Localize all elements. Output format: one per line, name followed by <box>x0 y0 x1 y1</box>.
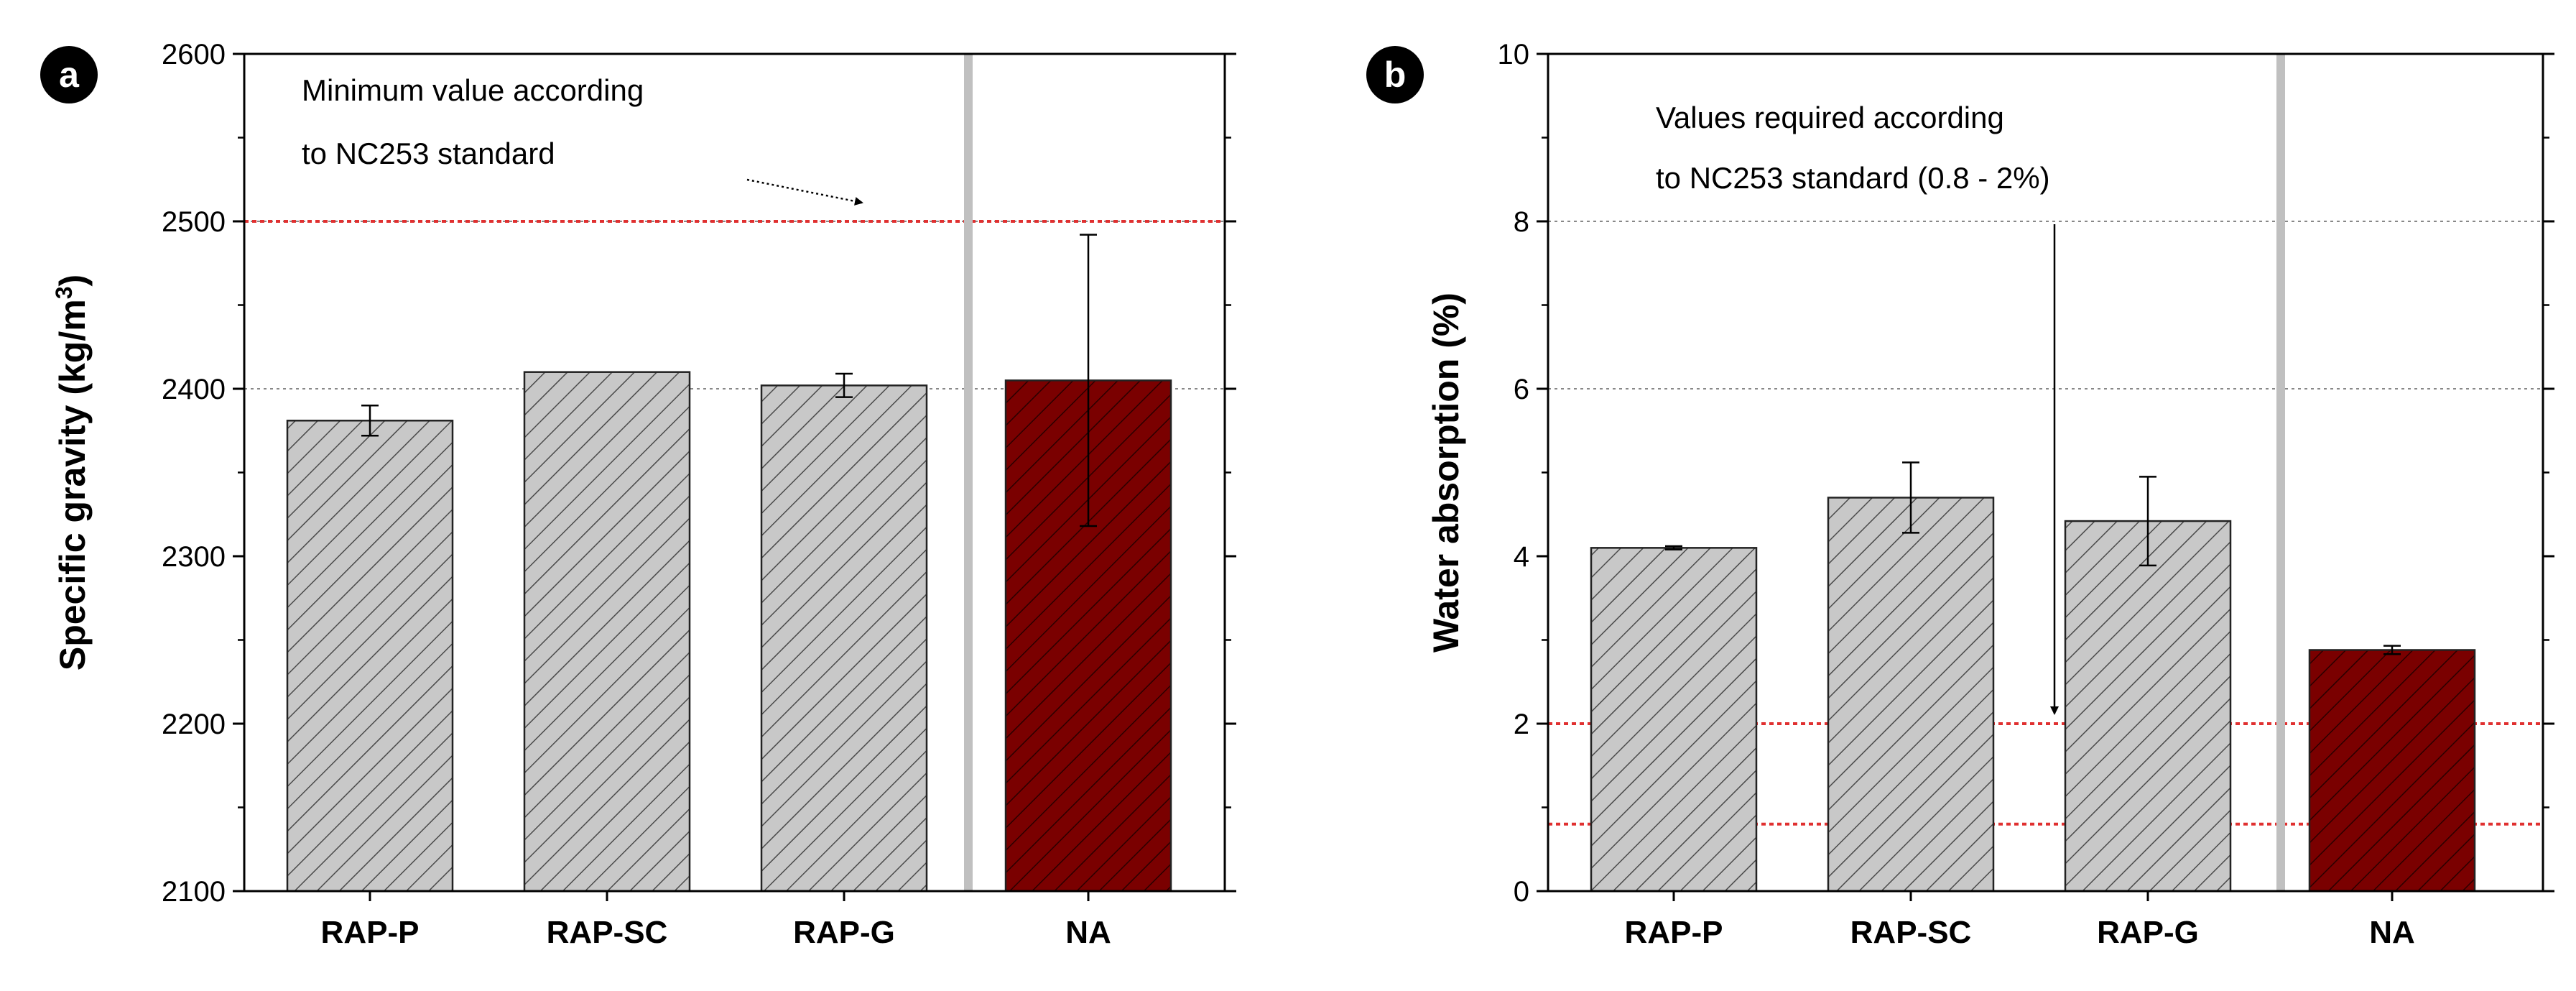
y-tick-label: 2 <box>1514 709 1529 740</box>
panel-a-gridlines <box>244 221 1225 390</box>
panel-a-badge-label: a <box>59 55 80 95</box>
panel-a-bars <box>286 371 1172 893</box>
bar-hatch <box>2308 649 2476 893</box>
panel-b-error-bars <box>1665 461 2401 655</box>
y-tick-label: 6 <box>1514 374 1529 405</box>
bar-hatch <box>1590 547 1758 893</box>
error-bar <box>2383 645 2401 655</box>
x-tick-label: RAP-SC <box>547 915 668 950</box>
panel-b-annotation: Values required according to NC253 stand… <box>1656 101 2059 715</box>
y-tick-label: 2500 <box>162 206 226 238</box>
bar-na <box>2308 649 2476 893</box>
bar-rap-p <box>1590 547 1758 893</box>
panel-a-annotation: Minimum value according to NC253 standar… <box>302 73 863 206</box>
error-bar <box>1665 545 1682 550</box>
bar-rap-sc <box>523 371 691 893</box>
panel-a-annotation-line-2: to NC253 standard <box>302 137 555 170</box>
y-tick-label: 2600 <box>162 39 226 70</box>
bar-rap-p <box>286 420 454 893</box>
panel-b-annotation-line-1: Values required according <box>1656 101 2004 134</box>
y-tick-label: 2300 <box>162 541 226 573</box>
bar-hatch <box>286 420 454 893</box>
panel-b-x-ticks: RAP-P RAP-SC RAP-G NA <box>1625 891 2415 950</box>
y-tick-label: 4 <box>1514 541 1529 573</box>
error-bar <box>361 405 379 437</box>
panel-a-error-bars <box>361 234 1097 527</box>
bar-hatch <box>2064 520 2232 893</box>
panel-a-x-ticks: RAP-P RAP-SC RAP-G NA <box>321 891 1111 950</box>
panel-b-y-ticks: 0 2 4 6 8 10 <box>1498 39 2554 908</box>
y-tick-label: 0 <box>1514 876 1529 908</box>
panel-b-chart: 0 2 4 6 8 10 RAP-P RAP-SC RAP-G NA Values requir… <box>1366 39 2554 950</box>
panel-a-annotation-line-1: Minimum value according <box>302 73 644 107</box>
x-tick-label: NA <box>2369 915 2415 950</box>
bar-rap-g <box>2064 520 2232 893</box>
error-bar <box>835 372 853 398</box>
bar-rap-g <box>760 384 928 893</box>
x-tick-label: RAP-G <box>793 915 895 950</box>
panel-b-y-axis-label: Water absorption (%) <box>1426 292 1466 653</box>
error-bar <box>1902 461 1919 534</box>
bar-rap-sc <box>1827 497 1995 893</box>
y-tick-label: 10 <box>1498 39 1530 70</box>
panel-b-badge-label: b <box>1384 55 1407 95</box>
x-tick-label: RAP-SC <box>1850 915 1972 950</box>
panel-a-y-axis-label: Specific gravity (kg/m3) <box>51 275 93 670</box>
y-tick-label: 2200 <box>162 709 226 740</box>
panel-b-bars <box>1590 497 2476 893</box>
x-tick-label: RAP-G <box>2097 915 2199 950</box>
panel-b-gridlines <box>1548 221 2543 390</box>
panel-b-badge: b <box>1366 46 1424 103</box>
error-bar <box>2139 476 2156 567</box>
panel-b-annotation-line-2: to NC253 standard (0.8 - 2%) <box>1656 161 2050 195</box>
panel-a-badge: a <box>40 46 98 103</box>
bar-hatch <box>523 371 691 893</box>
y-tick-label: 2100 <box>162 876 226 908</box>
x-tick-label: RAP-P <box>321 915 420 950</box>
bar-hatch <box>1827 497 1995 893</box>
panel-a-annotation-arrow <box>746 178 863 206</box>
y-tick-label: 8 <box>1514 206 1529 238</box>
bar-hatch <box>760 384 928 893</box>
y-tick-label: 2400 <box>162 374 226 405</box>
error-bar <box>1080 234 1097 527</box>
x-tick-label: RAP-P <box>1625 915 1723 950</box>
x-tick-label: NA <box>1065 915 1111 950</box>
panel-a-y-ticks: 2100 2200 2300 2400 2500 2600 <box>162 39 1236 908</box>
